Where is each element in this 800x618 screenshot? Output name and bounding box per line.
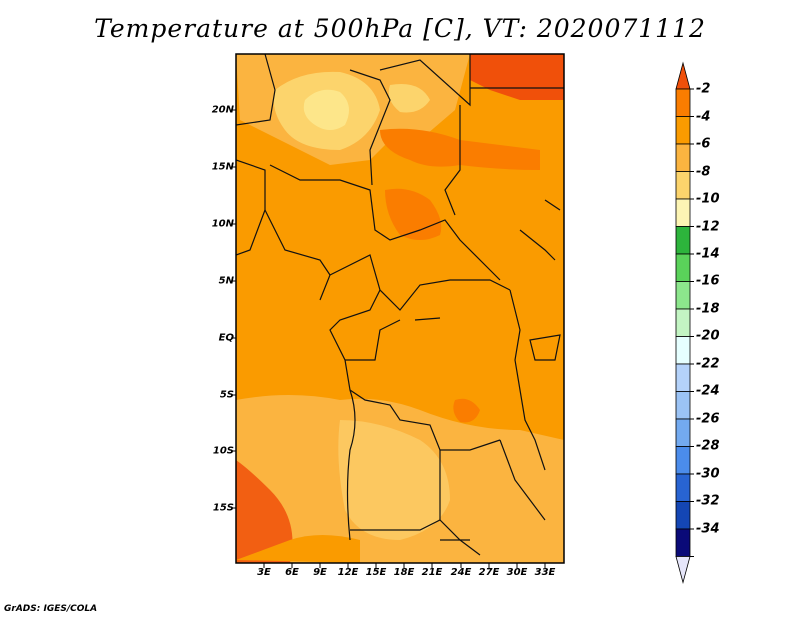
lat-label-20n: 20N: [211, 104, 234, 116]
colorbar-label: -2: [696, 81, 711, 97]
band-minus4-congo: [453, 398, 480, 423]
band-minus8-angola: [338, 420, 450, 540]
colorbar-swatch: [675, 171, 691, 200]
colorbar-top-arrow: [675, 61, 691, 90]
colorbar-swatch: [675, 363, 691, 392]
grads-credit: GrADS: IGES/COLA: [4, 604, 98, 614]
lat-label-10n: 10N: [211, 218, 234, 230]
colorbar-label: -4: [696, 109, 711, 125]
lon-label-3e: 3E: [257, 567, 271, 578]
colorbar-label: -28: [696, 438, 720, 454]
colorbar-label: -14: [696, 246, 720, 262]
lat-label-10s: 10S: [212, 445, 234, 457]
band-minus6-south-edge: [236, 535, 360, 563]
colorbar-label: -26: [696, 411, 720, 427]
colorbar-label: -24: [696, 383, 720, 399]
country-borders: [236, 54, 564, 556]
colorbar-swatch: [675, 198, 691, 227]
colorbar-swatch: [675, 253, 691, 282]
lon-label-15e: 15E: [365, 567, 387, 578]
band-minus4-sw: [236, 460, 293, 563]
colorbar-swatch: [675, 336, 691, 365]
map-frame: [235, 53, 565, 564]
lon-label-33e: 33E: [534, 567, 556, 578]
lon-label-27e: 27E: [478, 567, 500, 578]
temperature-field: [236, 54, 564, 563]
colorbar-label: -32: [696, 493, 720, 509]
colorbar-swatch: [675, 308, 691, 337]
colorbar-swatch: [675, 88, 691, 117]
colorbar-label: -10: [696, 191, 720, 207]
band-minus10-core: [303, 89, 349, 130]
colorbar-label: -12: [696, 219, 720, 235]
lat-ticks: [231, 109, 236, 509]
colorbar-label: -18: [696, 301, 720, 317]
lon-label-21e: 21E: [421, 567, 443, 578]
lat-label-5s: 5S: [219, 389, 234, 401]
colorbar-label: -8: [696, 164, 711, 180]
colorbar-swatch: [675, 116, 691, 145]
lon-label-6e: 6E: [285, 567, 299, 578]
lat-label-15n: 15N: [211, 161, 234, 173]
band-minus10-east: [388, 84, 430, 113]
colorbar-label: -34: [696, 521, 720, 537]
colorbar-swatch: [675, 501, 691, 530]
colorbar-label: -22: [696, 356, 720, 372]
colorbar-label: -20: [696, 328, 720, 344]
lon-ticks: [263, 563, 546, 568]
colorbar-label: -30: [696, 466, 720, 482]
lon-label-30e: 30E: [506, 567, 528, 578]
colorbar-swatch: [675, 473, 691, 502]
map-title: Temperature at 500hPa [C], VT: 202007111…: [94, 14, 706, 43]
colorbar-swatch: [675, 391, 691, 420]
colorbar-swatch: [675, 281, 691, 310]
colorbar: [675, 61, 694, 585]
colorbar-swatch: [675, 446, 691, 475]
lon-label-9e: 9E: [313, 567, 327, 578]
colorbar-swatch: [675, 226, 691, 255]
colorbar-label: -16: [696, 273, 720, 289]
lat-label-eq: EQ: [218, 332, 234, 344]
lon-label-24e: 24E: [450, 567, 472, 578]
lon-label-18e: 18E: [393, 567, 415, 578]
colorbar-swatch: [675, 528, 691, 557]
lat-label-15s: 15S: [212, 502, 234, 514]
colorbar-swatch: [675, 143, 691, 172]
colorbar-swatch: [675, 418, 691, 447]
lat-label-5n: 5N: [218, 275, 234, 287]
colorbar-label: -6: [696, 136, 711, 152]
colorbar-bottom-arrow: [675, 556, 691, 585]
lon-label-12e: 12E: [337, 567, 359, 578]
